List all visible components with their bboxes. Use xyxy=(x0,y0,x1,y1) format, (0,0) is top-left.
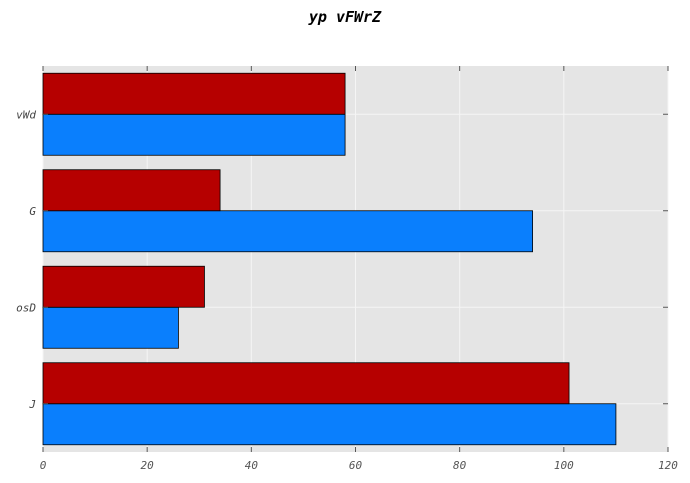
x-tick-label: 60 xyxy=(349,459,363,472)
x-axis: 0 20 40 60 80 100 120 xyxy=(40,66,678,472)
x-tick-label: 120 xyxy=(658,459,678,472)
bar-series-2 xyxy=(42,72,346,115)
y-category-label: J xyxy=(28,398,36,411)
x-tick-label: 40 xyxy=(245,459,259,472)
y-category-label: osD xyxy=(16,301,36,314)
bar-series-2 xyxy=(42,362,570,405)
x-tick-label: 20 xyxy=(141,459,155,472)
bar-series-1 xyxy=(42,306,179,349)
y-category-label: vWd xyxy=(16,108,36,121)
bar-series-1 xyxy=(42,403,617,446)
bar-series-2 xyxy=(42,169,221,212)
chart-title: yp vFWrZ xyxy=(308,8,382,26)
bar-series-2 xyxy=(42,265,205,308)
bars xyxy=(42,72,617,446)
y-category-label: G xyxy=(29,205,36,218)
bar-series-1 xyxy=(42,210,533,253)
x-tick-label: 100 xyxy=(554,459,574,472)
x-tick-label: 0 xyxy=(40,459,47,472)
x-tick-label: 80 xyxy=(453,459,467,472)
bar-series-1 xyxy=(42,113,346,156)
